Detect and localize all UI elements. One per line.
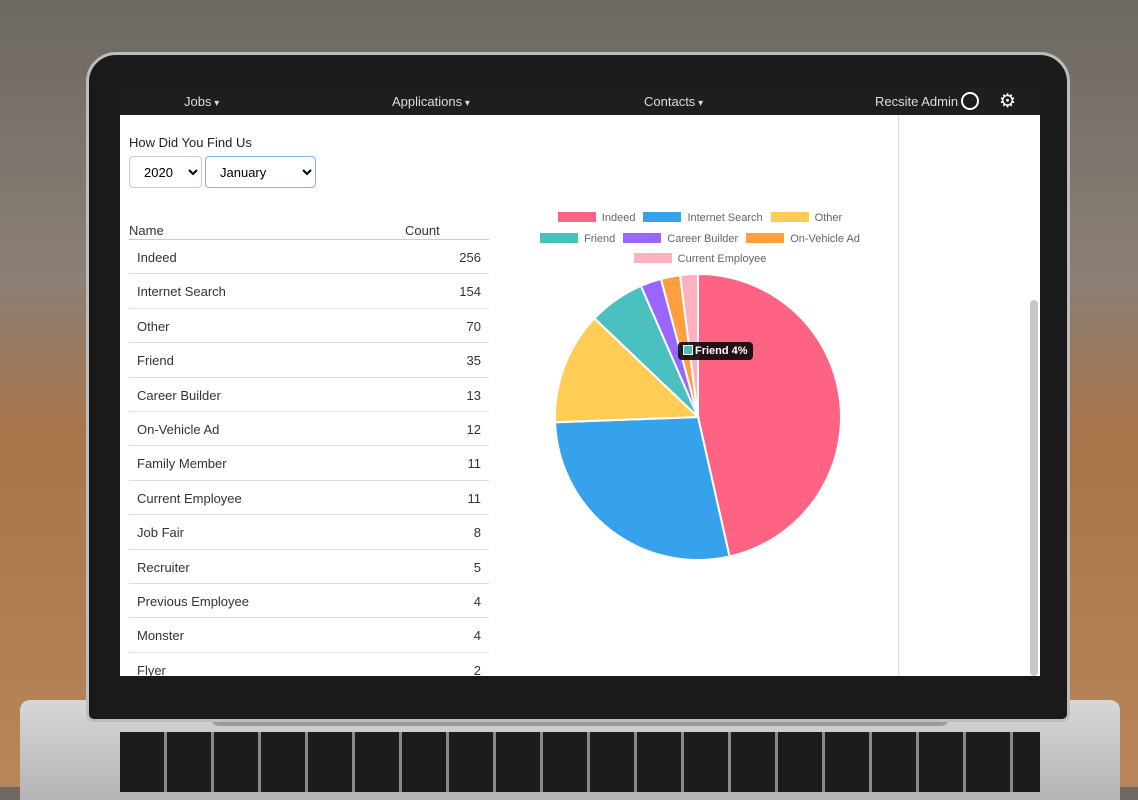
- row-count: 4: [473, 593, 481, 609]
- page-title: How Did You Find Us: [129, 135, 252, 150]
- table-row: Recruiter 5: [129, 550, 489, 584]
- row-count: 11: [467, 456, 482, 472]
- legend-item[interactable]: Indeed: [557, 208, 636, 229]
- legend-label: Internet Search: [687, 212, 763, 224]
- row-name: Other: [137, 318, 170, 334]
- nav-jobs[interactable]: Jobs: [184, 94, 219, 109]
- chart-legend: Indeed Internet Search Other Friend Career B…: [520, 208, 880, 270]
- user-name[interactable]: Recsite Admin: [875, 94, 959, 109]
- results-table: Name Count Indeed 256 Internet Search 154 Ot…: [129, 222, 489, 676]
- table-row: On-Vehicle Ad 12: [129, 412, 489, 447]
- nav-contacts[interactable]: Contacts: [644, 94, 703, 109]
- row-name: Previous Employee: [137, 593, 249, 609]
- nav-applications[interactable]: Applications: [392, 94, 470, 109]
- screen: Jobs Applications Contacts Recsite Admin…: [120, 88, 1040, 676]
- pie-chart: [554, 272, 842, 561]
- legend-item[interactable]: Current Employee: [633, 249, 767, 270]
- pie-slice-internet-search[interactable]: [554, 415, 731, 561]
- legend-label: On-Vehicle Ad: [790, 232, 860, 245]
- header-count: Count: [405, 223, 440, 238]
- legend-item[interactable]: Other: [770, 208, 843, 229]
- row-name: Flyer: [137, 662, 166, 676]
- row-name: Current Employee: [137, 490, 242, 506]
- legend-item[interactable]: On-Vehicle Ad: [746, 229, 860, 250]
- row-name: Indeed: [137, 250, 177, 265]
- table-row: Job Fair 8: [129, 515, 489, 550]
- table-row: Other 70: [129, 309, 489, 344]
- gear-icon[interactable]: ⚙: [999, 91, 1017, 112]
- legend-swatch: [623, 232, 662, 243]
- row-count: 4: [473, 628, 481, 644]
- row-name: On-Vehicle Ad: [137, 421, 220, 437]
- row-count: 70: [466, 318, 481, 334]
- row-count: 35: [466, 353, 481, 369]
- row-count: 11: [467, 490, 482, 506]
- row-count: 8: [473, 525, 481, 541]
- table-row: Friend 35: [129, 343, 489, 378]
- scrollbar[interactable]: [1030, 300, 1038, 676]
- tooltip-text: Friend 4%: [695, 345, 748, 357]
- header-name: Name: [129, 223, 164, 238]
- top-nav: Jobs Applications Contacts Recsite Admin…: [120, 88, 1040, 115]
- legend-label: Friend: [584, 232, 616, 245]
- year-select[interactable]: 2020: [129, 156, 202, 188]
- legend-swatch: [746, 232, 785, 243]
- row-count: 5: [473, 559, 481, 575]
- row-count: 13: [466, 387, 481, 403]
- legend-label: Other: [814, 212, 843, 224]
- legend-label: Current Employee: [677, 253, 767, 265]
- legend-item[interactable]: Friend: [540, 229, 615, 250]
- row-name: Friend: [137, 353, 174, 369]
- legend-swatch: [557, 212, 596, 222]
- row-name: Recruiter: [137, 559, 190, 575]
- row-name: Family Member: [137, 456, 227, 472]
- table-row: Flyer 2: [129, 653, 489, 676]
- legend-swatch: [643, 212, 682, 222]
- sidebar-divider: [898, 115, 899, 676]
- row-count: 256: [459, 250, 481, 265]
- row-name: Career Builder: [137, 387, 221, 403]
- legend-item[interactable]: Internet Search: [643, 208, 763, 229]
- chart-tooltip: Friend 4%: [678, 342, 753, 360]
- table-row: Monster 4: [129, 618, 489, 653]
- table-row: Previous Employee 4: [129, 584, 489, 619]
- row-name: Monster: [137, 628, 184, 644]
- keyboard: [120, 732, 1040, 792]
- row-name: Internet Search: [137, 284, 226, 300]
- table-row: Current Employee 11: [129, 481, 489, 516]
- pie-slice-other[interactable]: [554, 316, 701, 424]
- table-row: Family Member 11: [129, 446, 489, 481]
- row-count: 12: [466, 421, 481, 437]
- legend-label: Indeed: [601, 212, 636, 224]
- table-row: Internet Search 154: [129, 274, 489, 309]
- row-name: Job Fair: [137, 525, 184, 541]
- row-count: 2: [473, 662, 481, 676]
- legend-label: Career Builder: [667, 232, 739, 245]
- tooltip-swatch: [683, 345, 693, 355]
- legend-item[interactable]: Career Builder: [623, 229, 738, 250]
- month-select[interactable]: January: [205, 156, 316, 188]
- table-row: Career Builder 13: [129, 378, 489, 412]
- legend-swatch: [540, 232, 579, 243]
- user-avatar-icon[interactable]: [961, 92, 979, 110]
- table-header: Name Count: [129, 222, 489, 240]
- legend-swatch: [770, 212, 809, 222]
- row-count: 154: [459, 284, 481, 300]
- legend-swatch: [633, 253, 672, 263]
- table-row: Indeed 256: [129, 240, 489, 275]
